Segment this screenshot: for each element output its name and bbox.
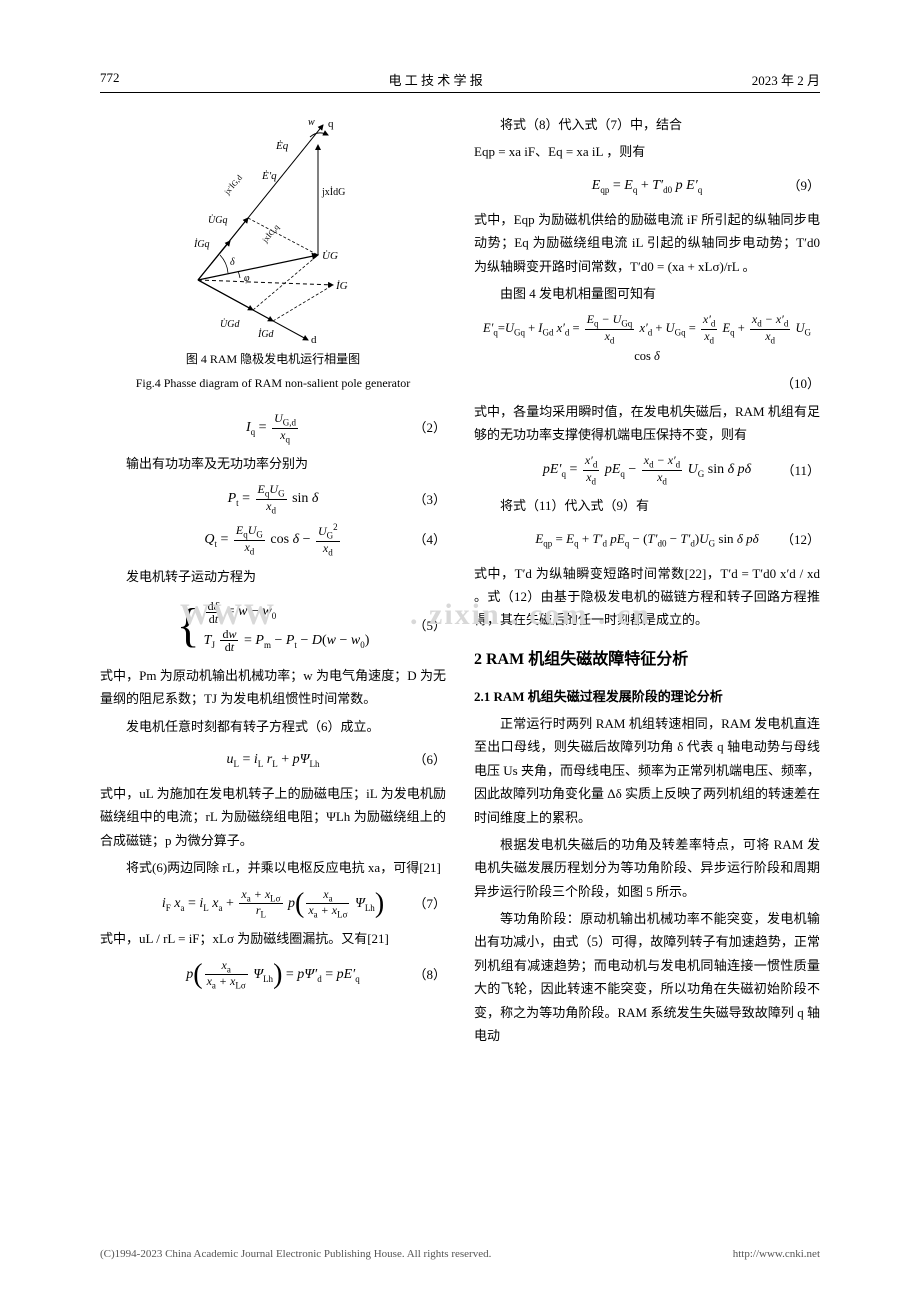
text-sub8into7: 将式（8）代入式（7）中，结合 — [474, 113, 820, 136]
two-column-layout: q w d Ėq Ė′q jxİdG U̇G — [100, 109, 820, 1051]
label-Eqp: Ė′q — [261, 170, 277, 182]
label-IG: İG — [335, 280, 348, 292]
section-2-1-heading: 2.1 RAM 机组失磁过程发展阶段的理论分析 — [474, 685, 820, 708]
page-header: 772 电 工 技 术 学 报 2023 年 2 月 — [100, 70, 820, 93]
label-delta: δ — [230, 257, 235, 268]
eq8-num: （8） — [413, 963, 446, 986]
para-2-1-c: 等功角阶段：原动机输出机械功率不能突变，发电机输出有功减小，由式（5）可得，故障… — [474, 907, 820, 1047]
left-column: q w d Ėq Ė′q jxİdG U̇G — [100, 109, 446, 1051]
label-q: q — [328, 118, 334, 130]
equation-8: p(xaxa + xLσ ΨLh) = pΨ′d = pE′q （8） — [100, 959, 446, 991]
equation-10: E′q=UGq + IGd x′d = Eq − UGqxd x′d + UGq… — [474, 313, 820, 367]
label-w: w — [308, 117, 315, 128]
equation-5: { dδdt = w − w0 TJ dwdt = Pm − Pt − D(w … — [100, 596, 446, 656]
label-d: d — [311, 334, 317, 345]
label-UG: U̇G — [322, 250, 338, 262]
eq2-num: （2） — [413, 416, 446, 439]
equation-6: uL = iL rL + pΨLh （6） — [100, 746, 446, 774]
footer-url: http://www.cnki.net — [733, 1248, 820, 1260]
equation-12: Eqp = Eq + T′d pEq − (T′d0 − T′d)UG sin … — [474, 526, 820, 554]
eq9-num: （9） — [787, 174, 820, 197]
text-eqp-eq-line: Eqp = xa iF、Eq = xa iL ，则有 — [474, 140, 820, 163]
text-after-eq9: 式中，Eqp 为励磁机供给的励磁电流 iF 所引起的纵轴同步电动势；Eq 为励磁… — [474, 208, 820, 278]
eq7-num: （7） — [413, 892, 446, 915]
equation-11: pE′q = x′dxd pEq − xd − x′dxd UG sin δ p… — [474, 454, 820, 486]
equation-3: Pt = EqUGxd sin δ （3） — [100, 483, 446, 515]
section-2-heading: 2 RAM 机组失磁故障特征分析 — [474, 646, 820, 675]
equation-2: Iq = UG,dxq （2） — [100, 412, 446, 444]
text-after-eq5: 式中，Pm 为原动机输出机械功率；w 为电气角速度；D 为无量纲的阻尼系数；TJ… — [100, 664, 446, 711]
label-jx-small1: jx′İG,d — [222, 173, 244, 197]
label-Eq: Ėq — [275, 140, 289, 152]
eq5-num: （5） — [413, 614, 446, 637]
eq6-num: （6） — [413, 748, 446, 771]
text-after-eq12: 式中，T′d 为纵轴瞬变短路时间常数[22]，T′d = T′d0 x′d / … — [474, 562, 820, 632]
equation-9: Eqp = Eq + T′d0 p E′q （9） — [474, 172, 820, 200]
eq12-num: （12） — [781, 528, 820, 551]
footer-copyright: (C)1994-2023 China Academic Journal Elec… — [100, 1248, 491, 1260]
equation-4: Qt = EqUGxd cos δ − UG2xd （4） — [100, 523, 446, 557]
eq4-num: （4） — [413, 528, 446, 551]
text-output-power: 输出有功功率及无功功率分别为 — [100, 452, 446, 475]
text-any-moment: 发电机任意时刻都有转子方程式（6）成立。 — [100, 715, 446, 738]
text-after-eq10: 式中，各量均采用瞬时值，在发电机失磁后，RAM 机组有足够的无功功率支撑使得机端… — [474, 400, 820, 447]
equation-10-num: （10） — [474, 376, 820, 392]
para-2-1-b: 根据发电机失磁后的功角及转差率特点，可将 RAM 发电机失磁发展历程划分为等功角… — [474, 833, 820, 903]
label-jxIdG: jxİdG — [321, 186, 345, 198]
page-number: 772 — [100, 70, 120, 89]
page: 772 电 工 技 术 学 报 2023 年 2 月 WWW . zixin .… — [0, 0, 920, 1240]
label-UGq: U̇Gq — [208, 214, 227, 226]
figure-4: q w d Ėq Ė′q jxİdG U̇G — [100, 109, 446, 404]
label-IGq: İGq — [193, 238, 210, 250]
phasor-diagram-svg: q w d Ėq Ė′q jxİdG U̇G — [158, 115, 388, 345]
text-before-eq12: 将式（11）代入式（9）有 — [474, 494, 820, 517]
page-footer: (C)1994-2023 China Academic Journal Elec… — [0, 1240, 920, 1268]
eq11-num: （11） — [781, 459, 820, 482]
label-UGd: U̇Gd — [220, 318, 240, 330]
eq10-num: （10） — [781, 372, 820, 395]
text-before-eq7: 将式(6)两边同除 rL，并乘以电枢反应电抗 xa，可得[21] — [100, 856, 446, 879]
fig4-caption-en: Fig.4 Phasse diagram of RAM non-salient … — [100, 373, 446, 395]
eq3-num: （3） — [413, 488, 446, 511]
fig4-caption-cn: 图 4 RAM 隐极发电机运行相量图 — [100, 349, 446, 371]
text-from-fig4: 由图 4 发电机相量图可知有 — [474, 282, 820, 305]
journal-title: 电 工 技 术 学 报 — [388, 70, 482, 89]
text-after-eq6: 式中，uL 为施加在发电机转子上的励磁电压；iL 为发电机励磁绕组中的电流；rL… — [100, 782, 446, 852]
issue-date: 2023 年 2 月 — [752, 70, 820, 89]
equation-7: iF xa = iL xa + xa + xLσrL p(xaxa + xLσ … — [100, 888, 446, 920]
para-2-1-a: 正常运行时两列 RAM 机组转速相同，RAM 发电机直连至出口母线，则失磁后故障… — [474, 712, 820, 829]
label-IGd: İGd — [257, 328, 275, 340]
text-after-eq7: 式中，uL / rL = iF；xLσ 为励磁线圈漏抗。又有[21] — [100, 927, 446, 950]
text-rotor-eq: 发电机转子运动方程为 — [100, 565, 446, 588]
label-phi: φ — [244, 273, 250, 284]
right-column: 将式（8）代入式（7）中，结合 Eqp = xa iF、Eq = xa iL ，… — [474, 109, 820, 1051]
